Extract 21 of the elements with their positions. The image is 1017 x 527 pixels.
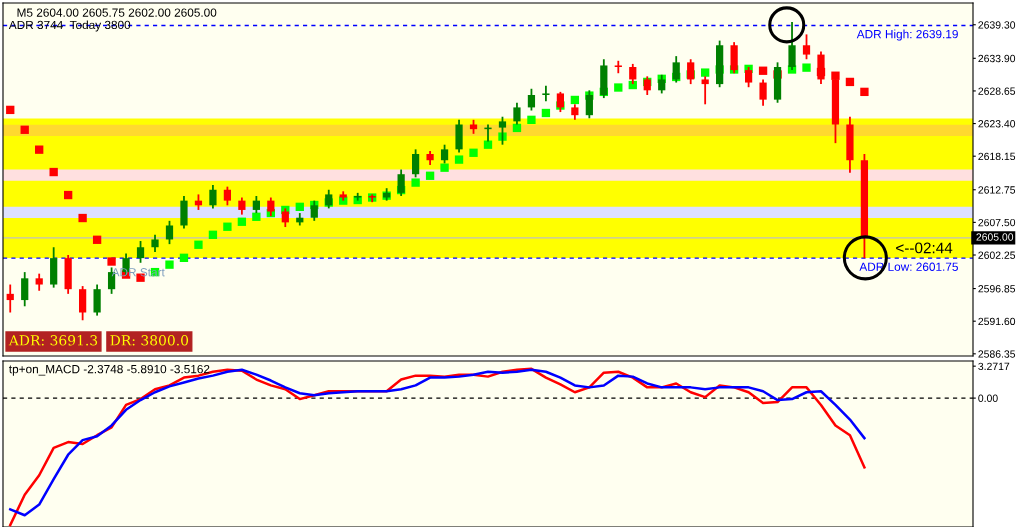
y-tick-label: 2612.75 — [978, 186, 1016, 194]
y-tick-label: 2591.60 — [978, 317, 1016, 326]
y-tick-label: 2633.90 — [978, 54, 1016, 63]
y-tick-label: 2607.50 — [978, 218, 1016, 227]
y-tick-label: 2628.65 — [978, 87, 1016, 95]
annotation: ADR: 3691.3 — [8, 335, 98, 346]
y-tick-label: 2596.85 — [978, 285, 1016, 293]
annotation: <--02:44 — [896, 242, 953, 254]
y-tick-label: 2639.30 — [978, 21, 1016, 29]
ref-line-label: 2605.00 — [976, 233, 1014, 241]
y-tick-label: 2602.25 — [978, 251, 1016, 259]
y-tick-label: 3.2717 — [978, 362, 1010, 371]
y-tick-label: 2618.15 — [978, 152, 1016, 161]
ref-line-label: ADR High: 2639.19 — [856, 29, 958, 41]
chart-title: tp+on_MACD -2.3748 -5.8910 -3.5162 — [9, 364, 210, 376]
annotation: DR: 3800.0 — [110, 335, 189, 346]
chart-title: M5 2604.00 2605.75 2602.00 2605.00 — [17, 8, 217, 17]
y-tick-label: 2623.40 — [978, 120, 1016, 128]
y-tick-label: 0.00 — [978, 394, 998, 402]
y-tick-label: 2586.35 — [978, 350, 1016, 358]
annotation: ADR 3744 Today 3800 — [8, 20, 131, 32]
